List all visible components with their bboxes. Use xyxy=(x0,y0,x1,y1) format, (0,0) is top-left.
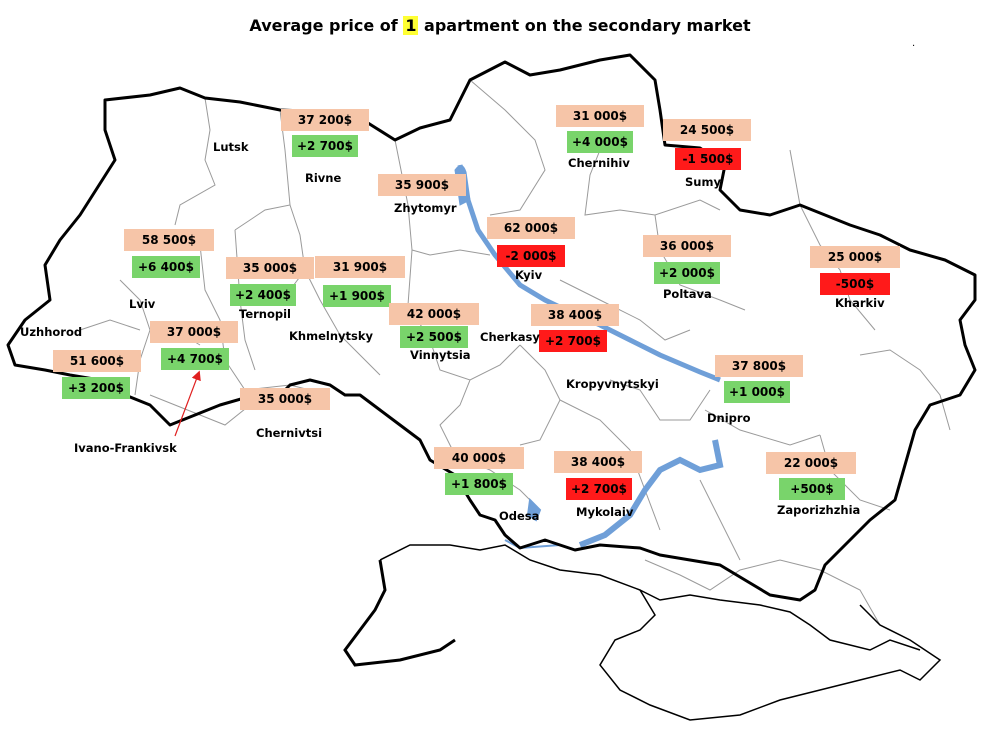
sumy-change: -1 500$ xyxy=(675,148,741,170)
mykolaiv-price: 38 400$ xyxy=(554,451,642,473)
zaporizhzhia-price: 22 000$ xyxy=(766,452,856,474)
sumy-label: Sumy xyxy=(685,175,721,189)
khmelnytsky-change: +1 900$ xyxy=(323,285,391,307)
rivne-label: Rivne xyxy=(305,171,342,185)
country-outline xyxy=(6,53,977,602)
uzhhorod-change: +3 200$ xyxy=(62,377,130,399)
kharkiv-price: 25 000$ xyxy=(810,246,900,268)
uzhhorod-label: Uzhhorod xyxy=(20,325,83,339)
lviv-change: +6 400$ xyxy=(132,256,200,278)
zhytomyr-label: Zhytomyr xyxy=(394,201,457,215)
odesa-change: +1 800$ xyxy=(445,473,513,495)
odesa-price: 40 000$ xyxy=(434,447,524,469)
lviv-label: Lviv xyxy=(129,297,156,311)
dnipro-price: 37 800$ xyxy=(715,355,803,377)
mykolaiv-label: Mykolaiv xyxy=(576,505,634,519)
poltava-change: +2 000$ xyxy=(654,262,720,284)
vinnytsia-change: +2 500$ xyxy=(400,326,468,348)
chernihiv-label: Chernihiv xyxy=(568,156,630,170)
dnipro-change: +1 000$ xyxy=(724,381,790,403)
kyiv-price: 62 000$ xyxy=(487,217,575,239)
khmelnytsky-label: Khmelnytsky xyxy=(289,329,373,343)
chernihiv-price: 31 000$ xyxy=(556,105,644,127)
sumy-price: 24 500$ xyxy=(663,119,751,141)
vinnytsia-price: 42 000$ xyxy=(389,303,479,325)
cherkasy-price: 38 400$ xyxy=(531,304,619,326)
lutsk-label: Lutsk xyxy=(213,140,249,154)
kyiv-label: Kyiv xyxy=(515,268,543,282)
chernivtsi-price: 35 000$ xyxy=(240,388,330,410)
zaporizhzhia-change: +500$ xyxy=(779,478,845,500)
odesa-label: Odesa xyxy=(499,509,540,523)
uzhhorod-price: 51 600$ xyxy=(53,350,141,372)
corner-mark: . xyxy=(912,38,916,49)
vinnytsia-label: Vinnytsia xyxy=(410,348,471,362)
ternopil-price: 35 000$ xyxy=(226,257,314,279)
lviv-price: 58 500$ xyxy=(124,229,214,251)
map-title: Average price of 1 apartment on the seco… xyxy=(0,16,1000,35)
cherkasy-label: Cherkasy xyxy=(480,330,540,344)
kharkiv-change: -500$ xyxy=(820,273,890,295)
zhytomyr-price: 35 900$ xyxy=(378,174,466,196)
mykolaiv-change: +2 700$ xyxy=(566,478,632,500)
kropyvnytskyi-label: Kropyvnytskyi xyxy=(566,377,659,391)
poltava-price: 36 000$ xyxy=(643,235,731,257)
rivne-change: +2 700$ xyxy=(292,135,358,157)
title-highlight: 1 xyxy=(403,16,419,35)
dnipro-label: Dnipro xyxy=(707,411,751,425)
title-text-end: apartment on the secondary market xyxy=(418,16,751,35)
title-text-start: Average price of xyxy=(249,16,404,35)
ivano-frankivsk-label: Ivano-Frankivsk xyxy=(74,441,177,455)
ternopil-label: Ternopil xyxy=(239,307,291,321)
khmelnytsky-price: 31 900$ xyxy=(315,256,405,278)
kharkiv-label: Kharkiv xyxy=(835,296,885,310)
ivano-frankivsk-change: +4 700$ xyxy=(161,348,229,370)
chernihiv-change: +4 000$ xyxy=(567,131,633,153)
chernivtsi-label: Chernivtsi xyxy=(256,426,323,440)
crimea-outline xyxy=(639,589,921,651)
oblast-borders xyxy=(79,79,951,626)
danube-delta xyxy=(343,559,456,667)
rivne-price: 37 200$ xyxy=(281,109,369,131)
ivano-frankivsk-price: 37 000$ xyxy=(150,321,238,343)
ternopil-change: +2 400$ xyxy=(230,284,296,306)
coastline xyxy=(379,544,942,721)
cherkasy-change: +2 700$ xyxy=(539,330,607,352)
zaporizhzhia-label: Zaporizhzhia xyxy=(777,503,861,517)
poltava-label: Poltava xyxy=(663,287,712,301)
kyiv-change: -2 000$ xyxy=(497,245,565,267)
